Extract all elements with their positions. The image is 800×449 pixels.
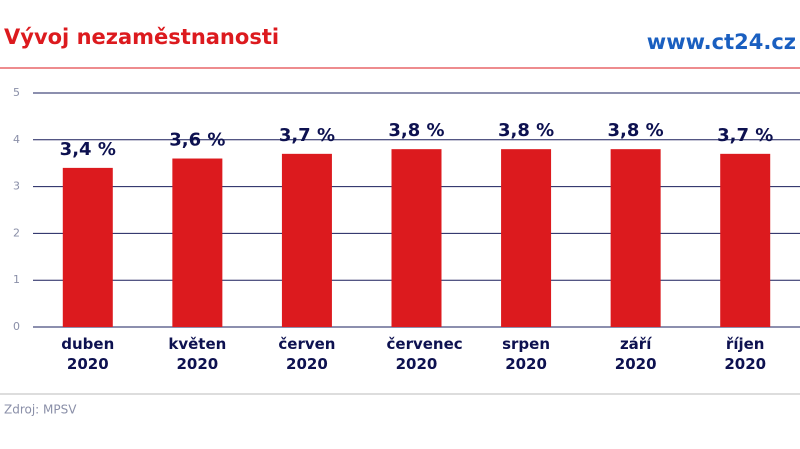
y-tick-label: 3 <box>13 180 20 193</box>
bar <box>281 153 332 327</box>
value-label: 3,8 % <box>498 120 554 141</box>
bar <box>610 149 661 327</box>
chart-title: Vývoj nezaměstnanosti <box>4 25 279 49</box>
bar <box>720 153 771 327</box>
x-tick-label: září 2020 <box>614 335 657 373</box>
y-tick-label: 4 <box>13 133 20 146</box>
x-tick-label: duben 2020 <box>61 335 115 373</box>
x-tick-label: červenec 2020 <box>386 335 463 373</box>
x-tick-label: květen 2020 <box>168 335 227 373</box>
x-tick-label: říjen 2020 <box>724 335 767 373</box>
value-label: 3,6 % <box>169 130 225 151</box>
site-link[interactable]: www.ct24.cz <box>647 30 796 54</box>
y-tick-label: 1 <box>13 273 20 286</box>
value-label: 3,7 % <box>717 125 773 146</box>
value-label: 3,7 % <box>279 125 335 146</box>
value-label: 3,8 % <box>388 120 444 141</box>
y-tick-label: 0 <box>13 320 20 333</box>
bar <box>62 167 113 327</box>
x-tick-label: srpen 2020 <box>502 335 551 373</box>
y-tick-label: 5 <box>13 86 20 99</box>
y-tick-label: 2 <box>13 226 20 239</box>
source: Zdroj: MPSV <box>4 403 77 417</box>
value-label: 3,8 % <box>608 120 664 141</box>
bar <box>501 149 552 327</box>
value-label: 3,4 % <box>60 139 116 160</box>
x-tick-label: červen 2020 <box>278 335 336 373</box>
bar <box>391 149 442 327</box>
bar <box>172 158 223 327</box>
